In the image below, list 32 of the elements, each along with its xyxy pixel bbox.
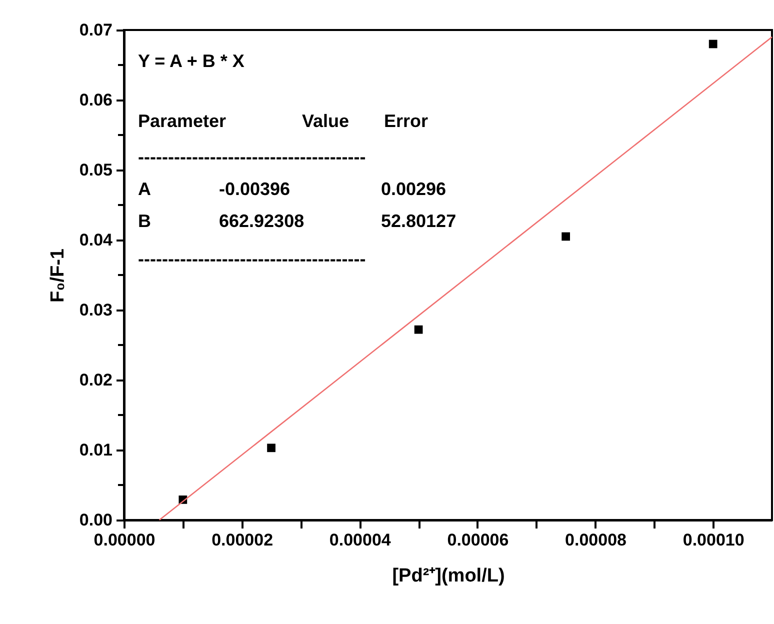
x-tick-label: 0.00000 bbox=[94, 530, 156, 550]
annotation: Y = A + B * X bbox=[138, 51, 244, 71]
point bbox=[267, 444, 276, 452]
y-tick-label: 0.04 bbox=[79, 230, 114, 250]
annotation: -0.00396 bbox=[219, 179, 290, 199]
point bbox=[708, 40, 718, 48]
y-tick-label: 0.03 bbox=[79, 300, 112, 320]
y-tick-label: 0.02 bbox=[79, 370, 112, 390]
annotation: Error bbox=[384, 111, 428, 131]
x-tick-label: 0.00006 bbox=[447, 530, 509, 550]
annotation: 0.00296 bbox=[381, 179, 446, 199]
point bbox=[562, 232, 570, 241]
y-tick-label: 0.01 bbox=[79, 440, 112, 460]
x-tick-label: 0.00004 bbox=[329, 530, 392, 550]
point bbox=[414, 325, 423, 334]
annotation: 662.92308 bbox=[219, 211, 304, 231]
x-tick-label: 0.00002 bbox=[212, 530, 274, 550]
y-tick-label: 0.00 bbox=[79, 510, 112, 530]
y-tick-label: 0.05 bbox=[79, 160, 112, 180]
annotation: Parameter bbox=[138, 111, 226, 131]
x-tick-label: 0.00010 bbox=[682, 530, 744, 550]
annotation: 52.80127 bbox=[381, 211, 456, 231]
annotation: B bbox=[138, 211, 151, 231]
x-axis-title: [Pd²⁺](mol/L) bbox=[392, 566, 505, 586]
x-tick-label: 0.00008 bbox=[565, 530, 626, 550]
annotation: Value bbox=[302, 111, 350, 131]
y-tick-label: 0.07 bbox=[79, 20, 112, 40]
annotation: A bbox=[138, 179, 151, 199]
y-axis-title: F₀/F-1 bbox=[47, 248, 68, 302]
y-tick-label: 0.06 bbox=[79, 90, 112, 110]
annotation: -------------------------------------- bbox=[138, 147, 366, 167]
annotation: -------------------------------------- bbox=[138, 249, 366, 269]
